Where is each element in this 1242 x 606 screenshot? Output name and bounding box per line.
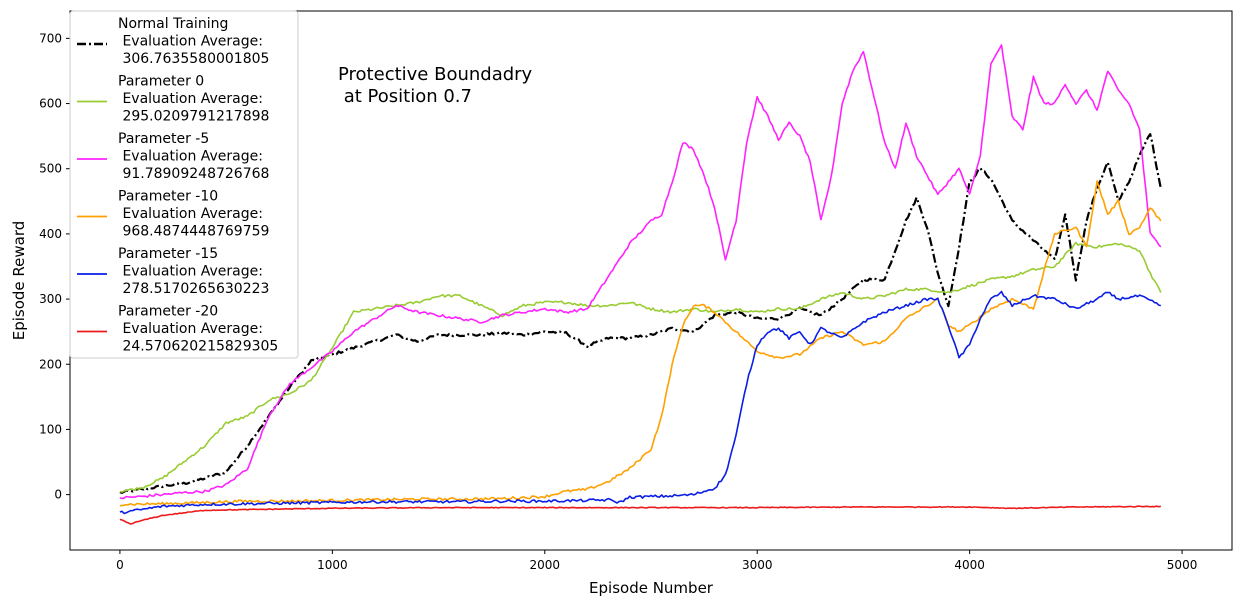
x-tick-label: 5000 — [1167, 558, 1198, 572]
y-tick-label: 200 — [39, 357, 62, 371]
y-tick-label: 400 — [39, 227, 62, 241]
legend-entry-text: 278.5170265630223 — [118, 281, 269, 297]
x-tick-label: 4000 — [954, 558, 985, 572]
legend-entry-text: 968.4874448769759 — [118, 224, 269, 240]
legend-entry-text: Evaluation Average: — [118, 149, 263, 165]
legend-entry-text: Evaluation Average: — [118, 264, 263, 280]
y-axis-label: Episode Reward — [10, 221, 28, 341]
series-line-4 — [119, 290, 1161, 515]
legend-entry-text: Evaluation Average: — [118, 91, 263, 107]
x-axis-label: Episode Number — [589, 579, 714, 597]
legend-entry-text: 295.0209791217898 — [118, 109, 269, 125]
x-tick-label: 3000 — [742, 558, 773, 572]
legend-entry-text: Parameter -20 — [118, 304, 218, 320]
y-tick-label: 700 — [39, 31, 62, 45]
annotation-line-1: Protective Boundadry — [338, 64, 533, 85]
x-tick-label: 1000 — [317, 558, 348, 572]
x-axis-ticks: 0 1000 2000 3000 4000 5000 — [116, 550, 1197, 572]
y-tick-label: 600 — [39, 97, 62, 111]
legend-box — [69, 10, 299, 359]
legend-entry-text: 91.78909248726768 — [118, 166, 269, 182]
legend-entry-text: Evaluation Average: — [118, 321, 263, 337]
annotation-line-2: at Position 0.7 — [338, 86, 472, 107]
chart-annotation: Protective Boundadry at Position 0.7 — [338, 64, 538, 107]
legend-entry-text: Evaluation Average: — [118, 206, 263, 222]
series-layer — [119, 44, 1162, 525]
x-tick-label: 0 — [116, 558, 124, 572]
y-tick-label: 500 — [39, 162, 62, 176]
series-line-3 — [119, 180, 1162, 507]
y-tick-label: 100 — [39, 422, 62, 436]
series-line-1 — [119, 241, 1162, 493]
legend-entry-text: Parameter -5 — [118, 131, 209, 147]
legend-entry-text: Parameter 0 — [118, 74, 204, 90]
series-line-0 — [119, 133, 1162, 494]
x-tick-label: 2000 — [530, 558, 561, 572]
legend-entry-text: Evaluation Average: — [118, 34, 263, 50]
legend-entry-text: Normal Training — [118, 16, 228, 32]
y-tick-label: 300 — [39, 292, 62, 306]
legend-entry-text: 24.570620215829305 — [118, 339, 278, 355]
series-line-5 — [119, 505, 1161, 525]
legend-entry-text: Parameter -10 — [118, 189, 218, 205]
series-line-2 — [119, 44, 1162, 500]
y-tick-label: 0 — [54, 488, 62, 502]
y-axis-ticks: 0 100 200 300 400 500 600 700 — [39, 31, 70, 502]
legend-entry-text: 306.7635580001805 — [118, 51, 269, 67]
legend-entry-text: Parameter -15 — [118, 246, 218, 262]
legend: Normal Training Evaluation Average: 306.… — [69, 10, 299, 359]
